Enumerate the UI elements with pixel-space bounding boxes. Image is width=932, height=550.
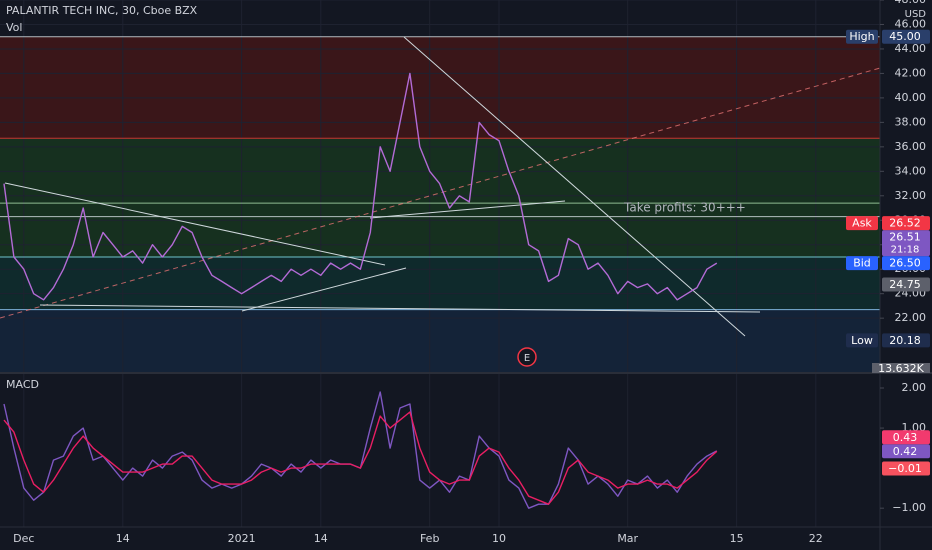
trend-line <box>241 267 407 312</box>
price-tag <box>882 444 930 459</box>
y-tick-label: 44.00 <box>895 42 927 55</box>
y-tick-label: 46.00 <box>895 17 927 30</box>
grid <box>0 0 880 527</box>
price-tag-name: Bid <box>853 257 871 270</box>
price-tag-name-box <box>846 333 878 348</box>
trend-line <box>39 304 761 313</box>
plot <box>3 72 718 509</box>
y-tick-label: −1.00 <box>892 501 926 514</box>
series-line <box>3 411 718 505</box>
x-tick-label: 14 <box>314 532 328 545</box>
earnings-marker[interactable] <box>517 347 537 367</box>
price-tag-label: 0.42 <box>893 445 918 458</box>
price-tag-label: 24.75 <box>889 278 921 291</box>
currency: USD <box>905 9 927 20</box>
price-tag <box>882 230 930 257</box>
y-tick-label: 34.00 <box>895 164 927 177</box>
macd-title: MACD <box>6 378 39 391</box>
price-tag <box>882 216 930 231</box>
y-tick-label: 36.00 <box>895 140 927 153</box>
price-tag-label: 26.50 <box>889 257 921 270</box>
annotation: Take profits: 30+++ <box>623 201 746 215</box>
price-tag-name: High <box>849 30 874 43</box>
price-tag-label: 26.51 <box>889 231 921 244</box>
price-tag-label: 20.18 <box>889 334 921 347</box>
price-tag <box>882 430 930 445</box>
price-tag-name-box <box>846 256 878 271</box>
x-tick-label: Feb <box>420 532 439 545</box>
price-tag-name: Ask <box>852 217 872 230</box>
price-tag <box>882 29 930 44</box>
countdown: 21:18 <box>891 245 920 256</box>
zone <box>0 138 880 257</box>
price-tag <box>882 277 930 292</box>
trend-line <box>369 200 566 219</box>
volume-tag <box>872 363 930 373</box>
zone <box>0 36 880 139</box>
x-tick-label: 15 <box>730 532 744 545</box>
price-tag-name: Low <box>851 334 873 347</box>
y-tick-label: 38.00 <box>895 115 927 128</box>
y-tick-label: 40.00 <box>895 91 927 104</box>
chart-title: PALANTIR TECH INC, 30, Cboe BZX <box>6 4 198 17</box>
volume-tag-label: 13.632K <box>878 362 924 375</box>
x-tick-label: 2021 <box>228 532 256 545</box>
price-tag-label: −0.01 <box>888 462 922 475</box>
price-tag-label: 26.52 <box>889 217 921 230</box>
x-tick-label: 22 <box>809 532 823 545</box>
series-line <box>3 72 718 301</box>
y-tick-label: 42.00 <box>895 66 927 79</box>
price-tag-name-box <box>846 216 878 231</box>
axes: 22.0024.0026.0028.0030.0032.0034.0036.00… <box>13 0 926 545</box>
price-tag-label: 45.00 <box>889 30 921 43</box>
x-tick-label: 10 <box>492 532 506 545</box>
x-tick-label: Dec <box>13 532 34 545</box>
y-tick-label: 32.00 <box>895 189 927 202</box>
x-tick-label: 14 <box>116 532 130 545</box>
y-tick-label: 22.00 <box>895 311 927 324</box>
zone <box>0 309 880 372</box>
zones <box>0 36 880 372</box>
zone <box>0 256 880 310</box>
price-tag-name-box <box>846 29 878 44</box>
price-tag <box>882 461 930 476</box>
price-tag-label: 0.43 <box>893 431 918 444</box>
levels <box>0 36 880 311</box>
trend-lines <box>0 36 881 337</box>
volume-label: Vol <box>6 21 22 34</box>
trend-line <box>403 36 746 337</box>
trend-line <box>4 182 386 266</box>
price-tag <box>882 333 930 348</box>
earnings-label: E <box>524 353 530 364</box>
y-tick-label: 2.00 <box>902 381 927 394</box>
price-tag <box>882 256 930 271</box>
x-tick-label: Mar <box>617 532 638 545</box>
y-tick-label: 48.00 <box>895 0 927 6</box>
